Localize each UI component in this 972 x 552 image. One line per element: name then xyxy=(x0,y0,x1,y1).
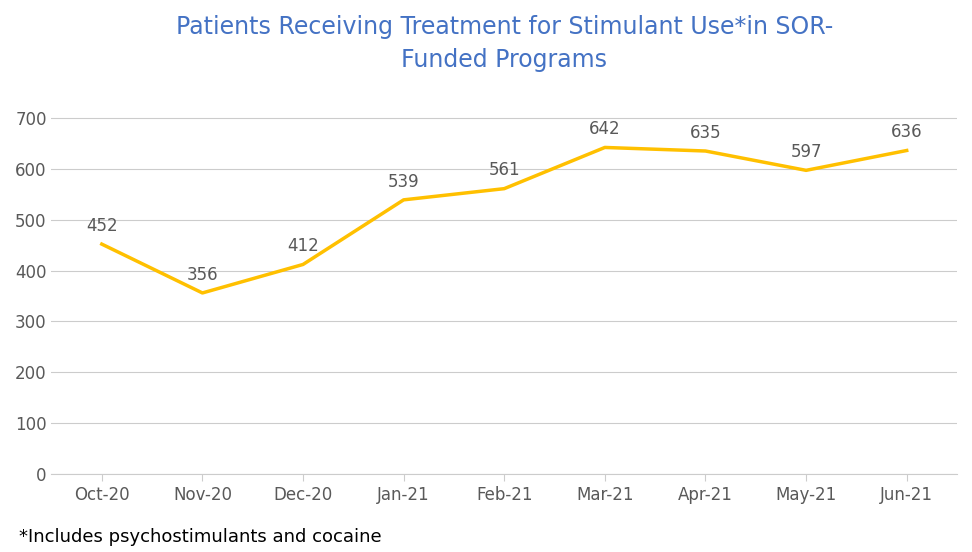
Title: Patients Receiving Treatment for Stimulant Use*in SOR-
Funded Programs: Patients Receiving Treatment for Stimula… xyxy=(176,15,833,72)
Text: 635: 635 xyxy=(690,124,721,142)
Text: 452: 452 xyxy=(86,217,118,235)
Text: 636: 636 xyxy=(891,123,922,141)
Text: 561: 561 xyxy=(489,162,520,179)
Text: 412: 412 xyxy=(287,237,319,256)
Text: 642: 642 xyxy=(589,120,621,139)
Text: 539: 539 xyxy=(388,173,420,190)
Text: 597: 597 xyxy=(790,143,822,161)
Text: *Includes psychostimulants and cocaine: *Includes psychostimulants and cocaine xyxy=(19,528,382,546)
Text: 356: 356 xyxy=(187,266,219,284)
